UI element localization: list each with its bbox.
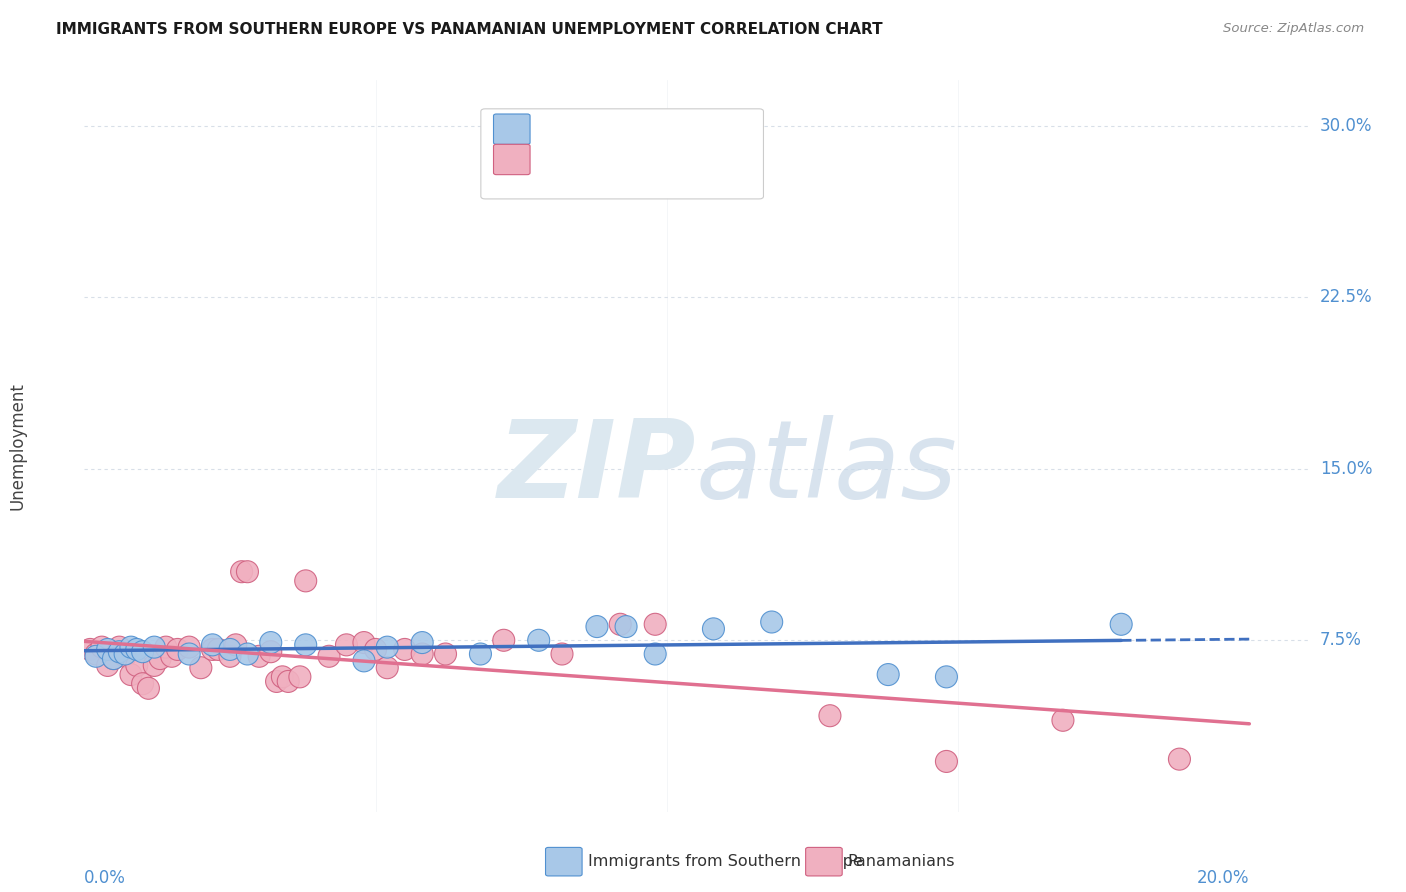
Text: 20.0%: 20.0% — [1197, 869, 1250, 887]
Ellipse shape — [236, 561, 259, 582]
Ellipse shape — [318, 645, 340, 667]
Ellipse shape — [125, 639, 148, 660]
Ellipse shape — [492, 629, 515, 651]
Ellipse shape — [1052, 709, 1074, 731]
Text: 7.5%: 7.5% — [1320, 632, 1361, 649]
Ellipse shape — [84, 643, 107, 665]
Ellipse shape — [143, 655, 166, 676]
Ellipse shape — [207, 639, 229, 660]
Text: R = 0.361   N = 28: R = 0.361 N = 28 — [538, 120, 709, 138]
Text: IMMIGRANTS FROM SOUTHERN EUROPE VS PANAMANIAN UNEMPLOYMENT CORRELATION CHART: IMMIGRANTS FROM SOUTHERN EUROPE VS PANAM… — [56, 22, 883, 37]
Ellipse shape — [394, 639, 416, 660]
Ellipse shape — [225, 634, 247, 656]
Ellipse shape — [231, 561, 253, 582]
Text: Source: ZipAtlas.com: Source: ZipAtlas.com — [1223, 22, 1364, 36]
Ellipse shape — [219, 645, 240, 667]
Ellipse shape — [470, 643, 492, 665]
Ellipse shape — [614, 615, 637, 638]
Ellipse shape — [97, 639, 118, 660]
Ellipse shape — [586, 615, 607, 638]
Text: Unemployment: Unemployment — [8, 382, 27, 510]
Ellipse shape — [179, 643, 200, 665]
Ellipse shape — [336, 634, 357, 656]
Ellipse shape — [132, 673, 153, 695]
Ellipse shape — [935, 750, 957, 772]
Ellipse shape — [703, 618, 724, 640]
Ellipse shape — [236, 643, 259, 665]
Text: R = 0.103   N = 47: R = 0.103 N = 47 — [538, 151, 709, 169]
Ellipse shape — [818, 705, 841, 727]
Text: Immigrants from Southern Europe: Immigrants from Southern Europe — [588, 855, 862, 869]
Ellipse shape — [125, 655, 148, 676]
Ellipse shape — [527, 629, 550, 651]
Ellipse shape — [160, 645, 183, 667]
Ellipse shape — [353, 632, 375, 654]
Ellipse shape — [120, 664, 142, 686]
Ellipse shape — [166, 639, 188, 660]
Ellipse shape — [190, 657, 212, 679]
Ellipse shape — [247, 645, 270, 667]
Ellipse shape — [609, 614, 631, 635]
Ellipse shape — [288, 665, 311, 688]
Ellipse shape — [132, 640, 153, 663]
Ellipse shape — [149, 648, 172, 670]
Ellipse shape — [179, 636, 200, 658]
Ellipse shape — [761, 611, 783, 633]
Ellipse shape — [97, 655, 118, 676]
Ellipse shape — [411, 643, 433, 665]
Ellipse shape — [260, 640, 281, 663]
Ellipse shape — [219, 639, 240, 660]
Text: atlas: atlas — [696, 416, 957, 520]
Ellipse shape — [411, 632, 433, 654]
Ellipse shape — [434, 643, 457, 665]
Ellipse shape — [271, 665, 294, 688]
Ellipse shape — [1111, 614, 1132, 635]
Ellipse shape — [103, 648, 125, 670]
Ellipse shape — [114, 643, 136, 665]
Ellipse shape — [353, 650, 375, 672]
Ellipse shape — [155, 636, 177, 658]
Ellipse shape — [295, 570, 316, 592]
Ellipse shape — [103, 648, 125, 670]
Text: 15.0%: 15.0% — [1320, 460, 1372, 478]
Ellipse shape — [108, 636, 131, 658]
Ellipse shape — [260, 632, 281, 654]
Ellipse shape — [143, 636, 166, 658]
Ellipse shape — [91, 636, 112, 658]
Ellipse shape — [377, 636, 398, 658]
Ellipse shape — [644, 614, 666, 635]
Ellipse shape — [201, 639, 224, 660]
Text: ZIP: ZIP — [498, 415, 696, 521]
Ellipse shape — [277, 671, 299, 692]
Ellipse shape — [120, 636, 142, 658]
Text: 0.0%: 0.0% — [84, 869, 127, 887]
Ellipse shape — [79, 639, 101, 660]
Ellipse shape — [377, 657, 398, 679]
Ellipse shape — [266, 671, 288, 692]
Ellipse shape — [295, 634, 316, 656]
Ellipse shape — [364, 639, 387, 660]
Ellipse shape — [644, 643, 666, 665]
Ellipse shape — [108, 640, 131, 663]
Text: 22.5%: 22.5% — [1320, 288, 1372, 307]
Ellipse shape — [84, 645, 107, 667]
Ellipse shape — [114, 645, 136, 667]
Ellipse shape — [935, 665, 957, 688]
Text: 30.0%: 30.0% — [1320, 117, 1372, 135]
Ellipse shape — [138, 677, 159, 699]
Text: Panamanians: Panamanians — [848, 855, 955, 869]
Ellipse shape — [201, 634, 224, 656]
Ellipse shape — [1168, 748, 1191, 770]
Ellipse shape — [551, 643, 574, 665]
Ellipse shape — [877, 664, 900, 686]
